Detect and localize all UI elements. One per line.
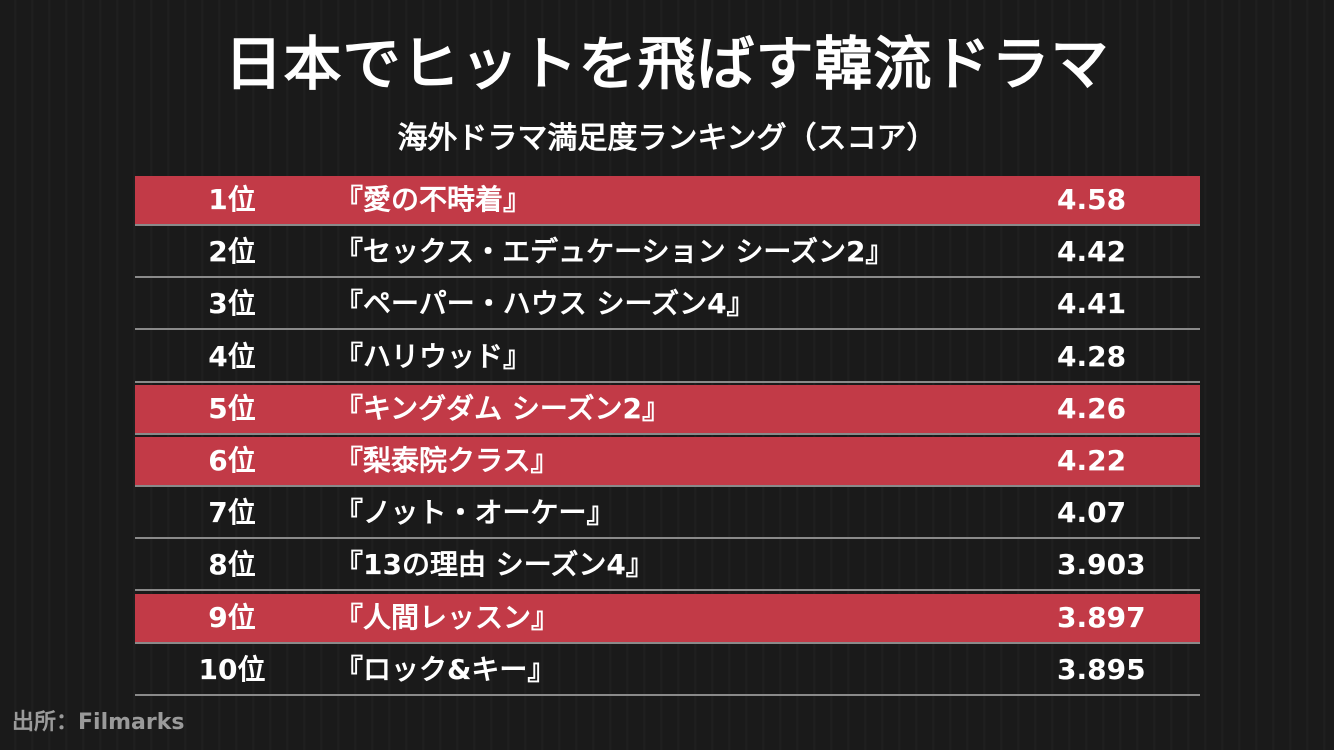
drama-title: 『13の理由 シーズン4』 [335,548,654,582]
table-row: 4位 『ハリウッド』 4.28 [135,333,1200,383]
table-row: 3位 『ペーパー・ハウス シーズン4』 4.41 [135,280,1200,331]
rank-label: 2位 [208,235,256,269]
rank-label: 5位 [208,391,256,425]
score-value: 4.58 [1057,183,1127,216]
rank-label: 1位 [208,183,256,216]
score-value: 4.22 [1057,444,1127,477]
score-value: 3.895 [1057,652,1146,686]
drama-title: 『キングダム シーズン2』 [335,391,670,425]
score-value: 4.42 [1057,235,1127,269]
drama-title: 『ロック&キー』 [335,652,556,686]
rank-label: 4位 [208,339,256,373]
drama-title: 『ノット・オーケー』 [335,496,615,530]
table-row: 7位 『ノット・オーケー』 4.07 [135,489,1200,540]
drama-title: 『人間レッスン』 [335,600,560,634]
source-note: 出所：Filmarks [12,710,185,735]
score-value: 3.897 [1057,600,1146,634]
rank-label: 6位 [208,444,256,477]
score-value: 4.41 [1057,287,1127,321]
rank-label: 9位 [208,600,256,634]
score-value: 4.26 [1057,391,1127,425]
chart-title: 日本でヒットを飛ばす韓流ドラマ [224,30,1110,98]
score-value: 4.07 [1057,496,1127,530]
table-row: 2位 『セックス・エデュケーション シーズン2』 4.42 [135,228,1200,279]
chart-subtitle: 海外ドラマ満足度ランキング（スコア） [397,121,937,156]
drama-title: 『愛の不時着』 [335,183,532,216]
table-row: 6位 『梨泰院クラス』 4.22 [135,437,1200,487]
table-row: 9位 『人間レッスン』 3.897 [135,593,1200,644]
drama-title: 『セックス・エデュケーション シーズン2』 [335,235,894,269]
rank-label: 10位 [198,652,266,686]
drama-title: 『ペーパー・ハウス シーズン4』 [335,287,755,321]
rank-label: 8位 [208,548,256,582]
rank-label: 3位 [208,287,256,321]
table-row: 8位 『13の理由 シーズン4』 3.903 [135,541,1200,592]
score-value: 3.903 [1057,548,1146,582]
drama-title: 『梨泰院クラス』 [335,444,559,477]
table-row: 5位 『キングダム シーズン2』 4.26 [135,384,1200,435]
table-row: 10位 『ロック&キー』 3.895 [135,646,1200,696]
drama-title: 『ハリウッド』 [335,339,532,373]
score-value: 4.28 [1057,339,1127,373]
rank-label: 7位 [208,496,256,530]
ranking-table: 1位 『愛の不時着』 4.58 2位 『セックス・エデュケーション シーズン2』 4.42… [135,176,1200,696]
table-row: 1位 『愛の不時着』 4.58 [135,176,1200,226]
